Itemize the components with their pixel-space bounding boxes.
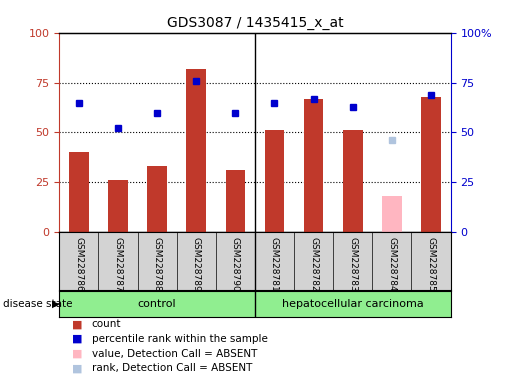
Bar [265, 131, 284, 232]
Text: GSM228786: GSM228786 [74, 237, 83, 292]
Text: hepatocellular carcinoma: hepatocellular carcinoma [282, 299, 424, 309]
Bar [59, 291, 255, 317]
Text: GSM228789: GSM228789 [192, 237, 201, 292]
Text: GSM228788: GSM228788 [152, 237, 162, 292]
Title: GDS3087 / 1435415_x_at: GDS3087 / 1435415_x_at [167, 16, 343, 30]
Bar [255, 291, 451, 317]
Bar [108, 180, 128, 232]
Text: ■: ■ [72, 334, 82, 344]
Text: GSM228784: GSM228784 [387, 237, 397, 291]
Text: count: count [92, 319, 121, 329]
Bar [147, 166, 167, 232]
Text: ■: ■ [72, 319, 82, 329]
Text: GSM228787: GSM228787 [113, 237, 123, 292]
Bar [304, 99, 323, 232]
Text: disease state: disease state [3, 299, 72, 309]
Text: GSM228781: GSM228781 [270, 237, 279, 292]
Text: ■: ■ [72, 349, 82, 359]
Text: GSM228782: GSM228782 [309, 237, 318, 291]
Text: control: control [138, 299, 176, 309]
Bar [69, 152, 89, 232]
Text: GSM228785: GSM228785 [426, 237, 436, 292]
Text: GSM228790: GSM228790 [231, 237, 240, 292]
Text: rank, Detection Call = ABSENT: rank, Detection Call = ABSENT [92, 363, 252, 373]
Text: ■: ■ [72, 363, 82, 373]
Bar [421, 96, 441, 232]
Text: value, Detection Call = ABSENT: value, Detection Call = ABSENT [92, 349, 257, 359]
Text: ▶: ▶ [52, 299, 59, 309]
Bar [186, 69, 206, 232]
Bar [226, 170, 245, 232]
Bar [343, 131, 363, 232]
Text: percentile rank within the sample: percentile rank within the sample [92, 334, 268, 344]
Text: GSM228783: GSM228783 [348, 237, 357, 292]
Bar [382, 196, 402, 232]
